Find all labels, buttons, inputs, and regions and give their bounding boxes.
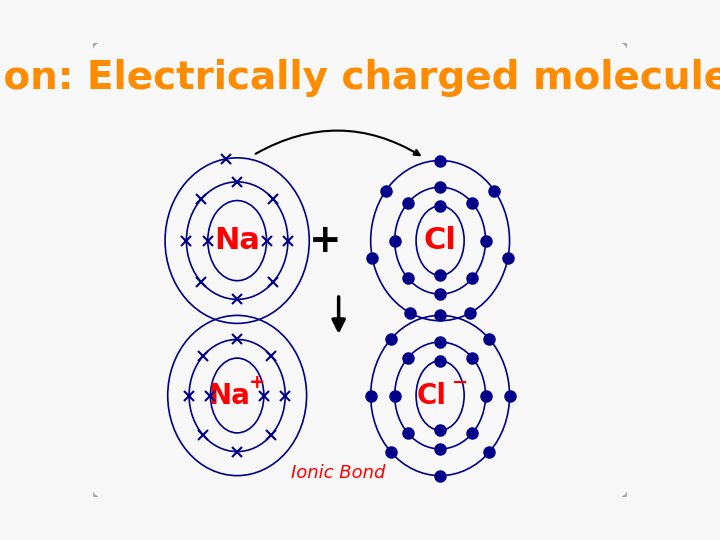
- Text: +: +: [249, 373, 266, 392]
- Text: Cl: Cl: [417, 382, 447, 409]
- Text: Na: Na: [208, 382, 250, 409]
- Text: Ionic Bond: Ionic Bond: [292, 464, 386, 482]
- Text: Cl: Cl: [423, 226, 456, 255]
- Text: Ion: Electrically charged molecule: Ion: Electrically charged molecule: [0, 59, 720, 97]
- Text: Na: Na: [215, 226, 260, 255]
- Text: +: +: [309, 221, 341, 260]
- FancyBboxPatch shape: [90, 40, 630, 500]
- Text: −: −: [452, 373, 469, 392]
